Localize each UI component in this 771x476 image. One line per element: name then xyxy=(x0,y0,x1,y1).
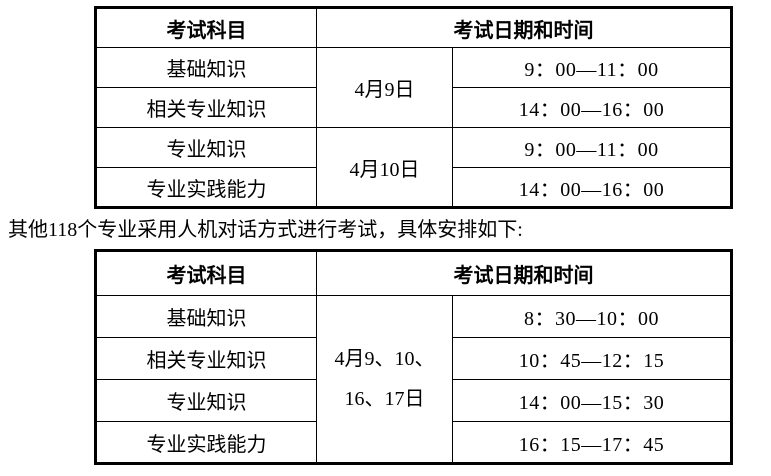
exam-time-cell: 14：00—16：00 xyxy=(452,87,732,128)
exam-time-cell: 16：15—17：45 xyxy=(452,421,732,464)
table-row: 相关专业知识 10：45—12：15 xyxy=(95,337,732,380)
note-text: 其他118个专业采用人机对话方式进行考试，具体安排如下: xyxy=(8,219,523,241)
table-row: 专业实践能力 14：00—16：00 xyxy=(95,167,732,208)
exam-date-cell: 4月10日 xyxy=(316,127,453,208)
written-exam-schedule-table: 考试科目 考试日期和时间 基础知识 4月9日 9：00—11：00 相关专业知识… xyxy=(94,6,733,209)
table-header-row: 考试科目 考试日期和时间 xyxy=(95,250,732,296)
exam-subject-cell: 专业实践能力 xyxy=(95,167,317,208)
exam-subject-cell: 专业实践能力 xyxy=(95,421,317,464)
table-row: 相关专业知识 14：00—16：00 xyxy=(95,87,732,128)
exam-subject-cell: 基础知识 xyxy=(95,295,317,338)
exam-time-cell: 14：00—15：30 xyxy=(452,379,732,422)
exam-time-cell: 10：45—12：15 xyxy=(452,337,732,380)
datetime-column-header: 考试日期和时间 xyxy=(316,7,732,48)
table-row: 专业知识 4月10日 9：00—11：00 xyxy=(95,127,732,208)
datetime-column-header: 考试日期和时间 xyxy=(316,250,732,296)
exam-time-cell: 14：00—16：00 xyxy=(452,167,732,208)
exam-subject-cell: 相关专业知识 xyxy=(95,337,317,380)
subject-column-header: 考试科目 xyxy=(95,7,317,48)
exam-date-cell: 4月9日 xyxy=(316,47,453,128)
exam-subject-cell: 专业知识 xyxy=(95,379,317,422)
table-header-row: 考试科目 考试日期和时间 xyxy=(95,7,732,48)
exam-date-line: 16、17日 xyxy=(344,388,425,410)
computer-exam-schedule-table: 考试科目 考试日期和时间 基础知识 4月9、10、 16、17日 8：30—10… xyxy=(94,249,733,465)
subject-column-header: 考试科目 xyxy=(95,250,317,296)
exam-subject-cell: 相关专业知识 xyxy=(95,87,317,128)
exam-time-cell: 9：00—11：00 xyxy=(452,47,732,88)
table-row: 基础知识 4月9日 9：00—11：00 xyxy=(95,47,732,128)
exam-subject-cell: 基础知识 xyxy=(95,47,317,88)
exam-date-line: 4月9、10、 xyxy=(334,348,435,370)
exam-time-cell: 8：30—10：00 xyxy=(452,295,732,338)
table-row: 专业实践能力 16：15—17：45 xyxy=(95,421,732,464)
exam-date-cell: 4月9、10、 16、17日 xyxy=(316,295,453,464)
table-row: 专业知识 14：00—15：30 xyxy=(95,379,732,422)
exam-subject-cell: 专业知识 xyxy=(95,127,317,168)
table-row: 基础知识 4月9、10、 16、17日 8：30—10：00 xyxy=(95,295,732,464)
exam-time-cell: 9：00—11：00 xyxy=(452,127,732,168)
